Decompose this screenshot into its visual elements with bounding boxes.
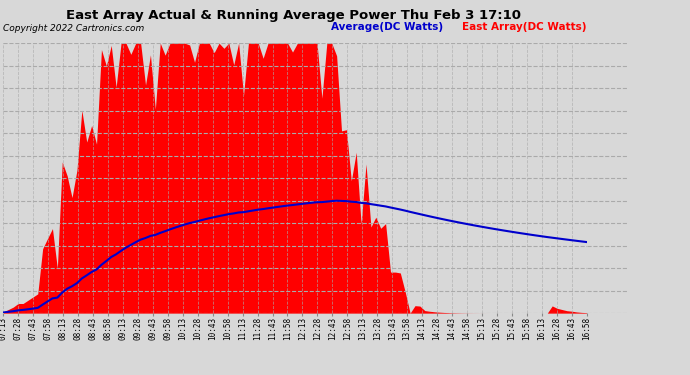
- Text: Average(DC Watts): Average(DC Watts): [331, 22, 443, 33]
- Text: East Array Actual & Running Average Power Thu Feb 3 17:10: East Array Actual & Running Average Powe…: [66, 9, 521, 22]
- Text: Copyright 2022 Cartronics.com: Copyright 2022 Cartronics.com: [3, 24, 145, 33]
- Text: East Array(DC Watts): East Array(DC Watts): [462, 22, 586, 33]
